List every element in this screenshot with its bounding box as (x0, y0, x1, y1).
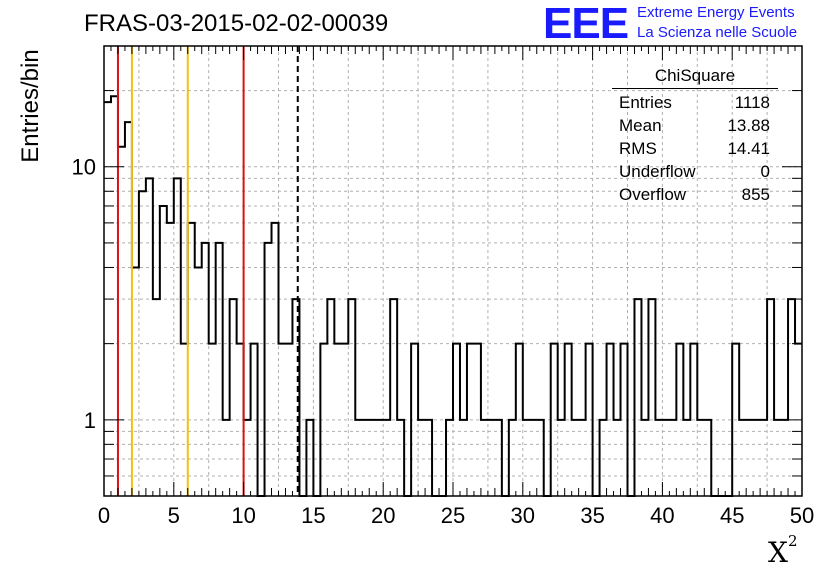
stats-row-mean: Mean 13.88 (619, 116, 770, 135)
stats-row-rms: RMS 14.41 (619, 139, 770, 158)
histogram-bin (167, 223, 174, 496)
x-tick-label: 35 (580, 503, 604, 528)
x-tick-label: 50 (790, 503, 814, 528)
histogram-bin (216, 243, 223, 496)
histogram-bin (327, 299, 334, 496)
histogram-bin (348, 299, 355, 496)
x-tick-label: 30 (511, 503, 535, 528)
histogram-bin (390, 299, 397, 496)
x-tick-label: 5 (168, 503, 180, 528)
y-axis-label: Entries/bin (17, 49, 44, 163)
histogram-bin (648, 299, 655, 496)
histogram-bin (160, 206, 167, 496)
histogram-bin (153, 299, 160, 496)
histogram-bin (195, 267, 202, 496)
histogram-bin (146, 178, 153, 496)
histogram-bin (118, 147, 125, 496)
histogram-bin (788, 299, 795, 496)
x-tick-label: 0 (98, 503, 110, 528)
histogram-bin (202, 243, 209, 496)
stats-row-underflow: Underflow 0 (619, 162, 770, 181)
x-tick-label: 25 (441, 503, 465, 528)
x-tick-label: 10 (231, 503, 255, 528)
y-tick-label: 10 (72, 155, 96, 180)
y-tick-label: 1 (84, 408, 96, 433)
eee-logo: EEE (543, 0, 629, 48)
stats-row-overflow: Overflow 855 (619, 185, 770, 204)
histogram-bin (767, 299, 774, 496)
histogram-bin (174, 178, 181, 496)
histogram-bin (111, 96, 118, 496)
histogram-bin (634, 299, 641, 496)
histogram-bin (272, 223, 279, 496)
logo-line2: La Scienza nelle Scuole (637, 24, 798, 41)
threshold-lines (116, 46, 299, 496)
x-tick-label: 40 (650, 503, 674, 528)
logo-line1: Extreme Energy Events (637, 4, 795, 21)
histogram-bin (230, 299, 237, 496)
stats-row-entries: Entries 1118 (619, 93, 770, 112)
stats-box: ChiSquare Entries 1118 Mean 13.88 RMS 14.41… (612, 66, 778, 206)
histogram-bin (265, 243, 272, 496)
x-tick-label: 20 (371, 503, 395, 528)
histogram-bin (132, 267, 139, 496)
histogram-bin (188, 223, 195, 496)
stats-header: ChiSquare (612, 66, 778, 89)
axes: 0 5 10 15 20 25 30 35 40 45 50 1 10 (72, 45, 814, 528)
x-tick-label: 45 (720, 503, 744, 528)
x-tick-label: 15 (301, 503, 325, 528)
x-axis-label: X2 (768, 532, 798, 569)
chart-title: FRAS-03-2015-02-02-00039 (84, 10, 389, 37)
